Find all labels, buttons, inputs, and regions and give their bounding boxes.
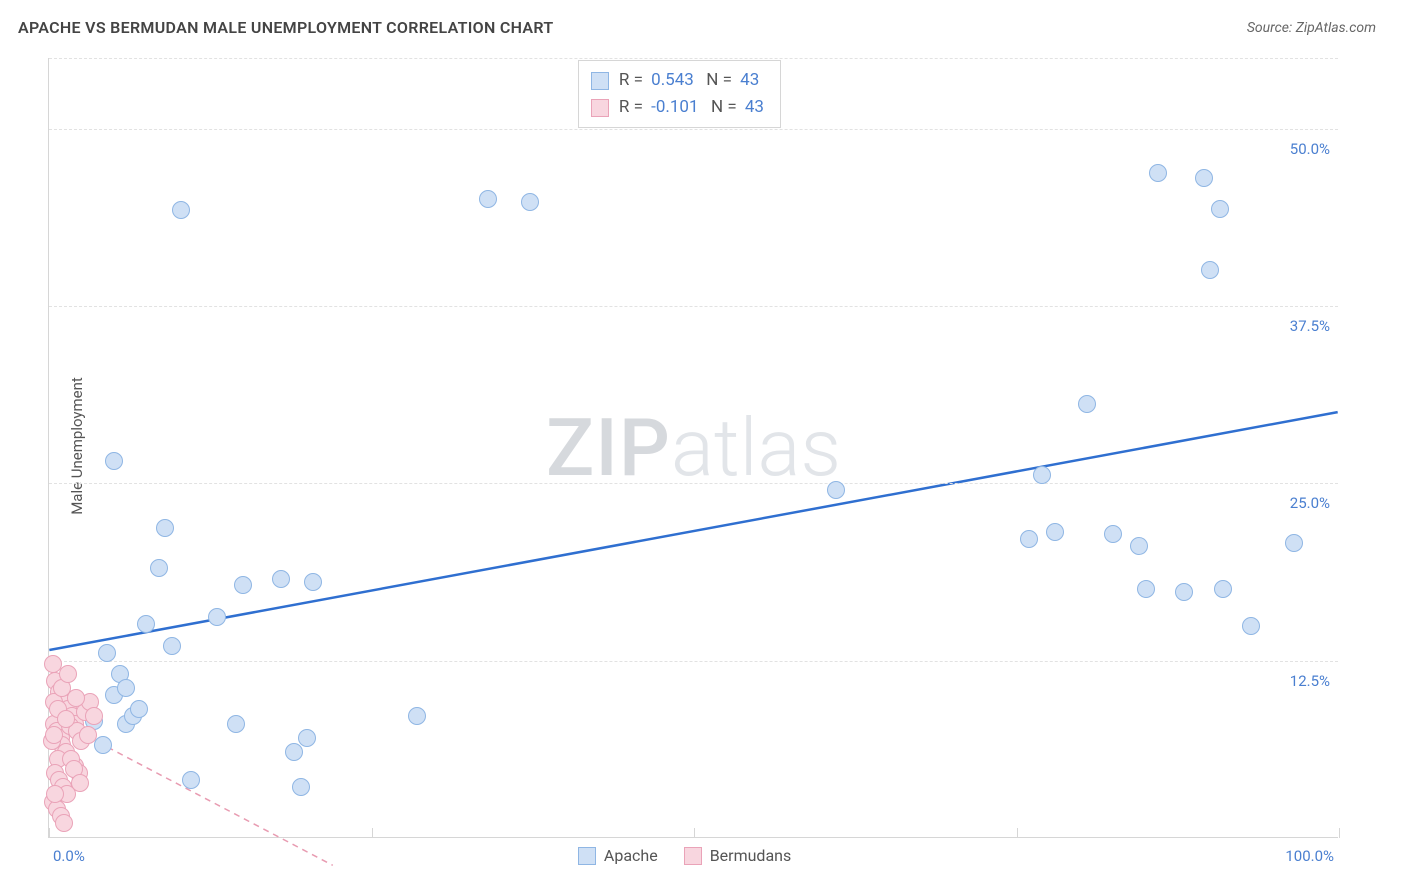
- data-point: [79, 726, 97, 744]
- data-point: [408, 707, 426, 725]
- data-point: [304, 573, 322, 591]
- data-point: [1033, 466, 1051, 484]
- data-point: [156, 519, 174, 537]
- data-point: [163, 637, 181, 655]
- x-tick-mark: [1339, 828, 1340, 838]
- data-point: [45, 726, 63, 744]
- source-attribution: Source: ZipAtlas.com: [1247, 20, 1376, 36]
- x-tick-mark: [372, 828, 373, 838]
- legend-text: R = 0.543 N = 43: [619, 67, 763, 94]
- data-point: [208, 608, 226, 626]
- data-point: [1046, 523, 1064, 541]
- data-point: [1149, 164, 1167, 182]
- legend-swatch: [591, 72, 609, 90]
- data-point: [479, 190, 497, 208]
- data-point: [1195, 169, 1213, 187]
- legend-row: R = 0.543 N = 43: [591, 67, 768, 94]
- legend-text: R = -0.101 N = 43: [619, 94, 768, 121]
- legend-item: Bermudans: [684, 846, 792, 865]
- data-point: [234, 576, 252, 594]
- gridline: [49, 306, 1338, 307]
- data-point: [1242, 617, 1260, 635]
- data-point: [71, 774, 89, 792]
- legend-label: Bermudans: [710, 846, 792, 865]
- watermark-atlas: atlas: [671, 401, 841, 495]
- data-point: [130, 700, 148, 718]
- data-point: [1211, 200, 1229, 218]
- data-point: [1104, 525, 1122, 543]
- data-point: [1285, 534, 1303, 552]
- data-point: [1175, 583, 1193, 601]
- data-point: [1137, 580, 1155, 598]
- y-tick-label: 37.5%: [1290, 317, 1330, 335]
- header-row: APACHE VS BERMUDAN MALE UNEMPLOYMENT COR…: [18, 18, 1376, 37]
- data-point: [94, 736, 112, 754]
- data-point: [85, 707, 103, 725]
- data-point: [1201, 261, 1219, 279]
- data-point: [298, 729, 316, 747]
- data-point: [59, 665, 77, 683]
- data-point: [1020, 530, 1038, 548]
- chart-title: APACHE VS BERMUDAN MALE UNEMPLOYMENT COR…: [18, 18, 553, 37]
- watermark: ZIPatlas: [546, 401, 841, 495]
- data-point: [117, 679, 135, 697]
- data-point: [1130, 537, 1148, 555]
- data-point: [521, 193, 539, 211]
- y-tick-label: 12.5%: [1290, 672, 1330, 690]
- data-point: [67, 689, 85, 707]
- x-tick-mark: [1017, 828, 1018, 838]
- legend-label: Apache: [604, 846, 658, 865]
- data-point: [55, 814, 73, 832]
- x-tick-mark: [49, 828, 50, 838]
- x-tick-mark: [694, 828, 695, 838]
- y-tick-label: 25.0%: [1290, 494, 1330, 512]
- data-point: [827, 481, 845, 499]
- correlation-legend: R = 0.543 N = 43R = -0.101 N = 43: [578, 60, 781, 128]
- x-tick-label-right: 100.0%: [1285, 847, 1334, 865]
- legend-swatch: [578, 847, 596, 865]
- y-tick-label: 50.0%: [1290, 140, 1330, 158]
- gridline: [49, 483, 1338, 484]
- data-point: [1214, 580, 1232, 598]
- trendline-apache: [49, 412, 1337, 650]
- data-point: [46, 785, 64, 803]
- x-tick-label-left: 0.0%: [53, 847, 85, 865]
- data-point: [227, 715, 245, 733]
- data-point: [182, 771, 200, 789]
- watermark-zip: ZIP: [546, 401, 671, 495]
- data-point: [1078, 395, 1096, 413]
- data-point: [150, 559, 168, 577]
- legend-swatch: [591, 99, 609, 117]
- gridline: [49, 58, 1338, 59]
- data-point: [137, 615, 155, 633]
- legend-item: Apache: [578, 846, 658, 865]
- legend-row: R = -0.101 N = 43: [591, 94, 768, 121]
- series-legend: Apache Bermudans: [578, 846, 791, 865]
- data-point: [272, 570, 290, 588]
- scatter-plot: ZIPatlas 12.5%25.0%37.5%50.0%0.0%100.0%R…: [48, 58, 1338, 838]
- data-point: [98, 644, 116, 662]
- gridline: [49, 661, 1338, 662]
- data-point: [172, 201, 190, 219]
- data-point: [285, 743, 303, 761]
- legend-swatch: [684, 847, 702, 865]
- data-point: [292, 778, 310, 796]
- data-point: [105, 452, 123, 470]
- gridline: [49, 129, 1338, 130]
- data-point: [57, 710, 75, 728]
